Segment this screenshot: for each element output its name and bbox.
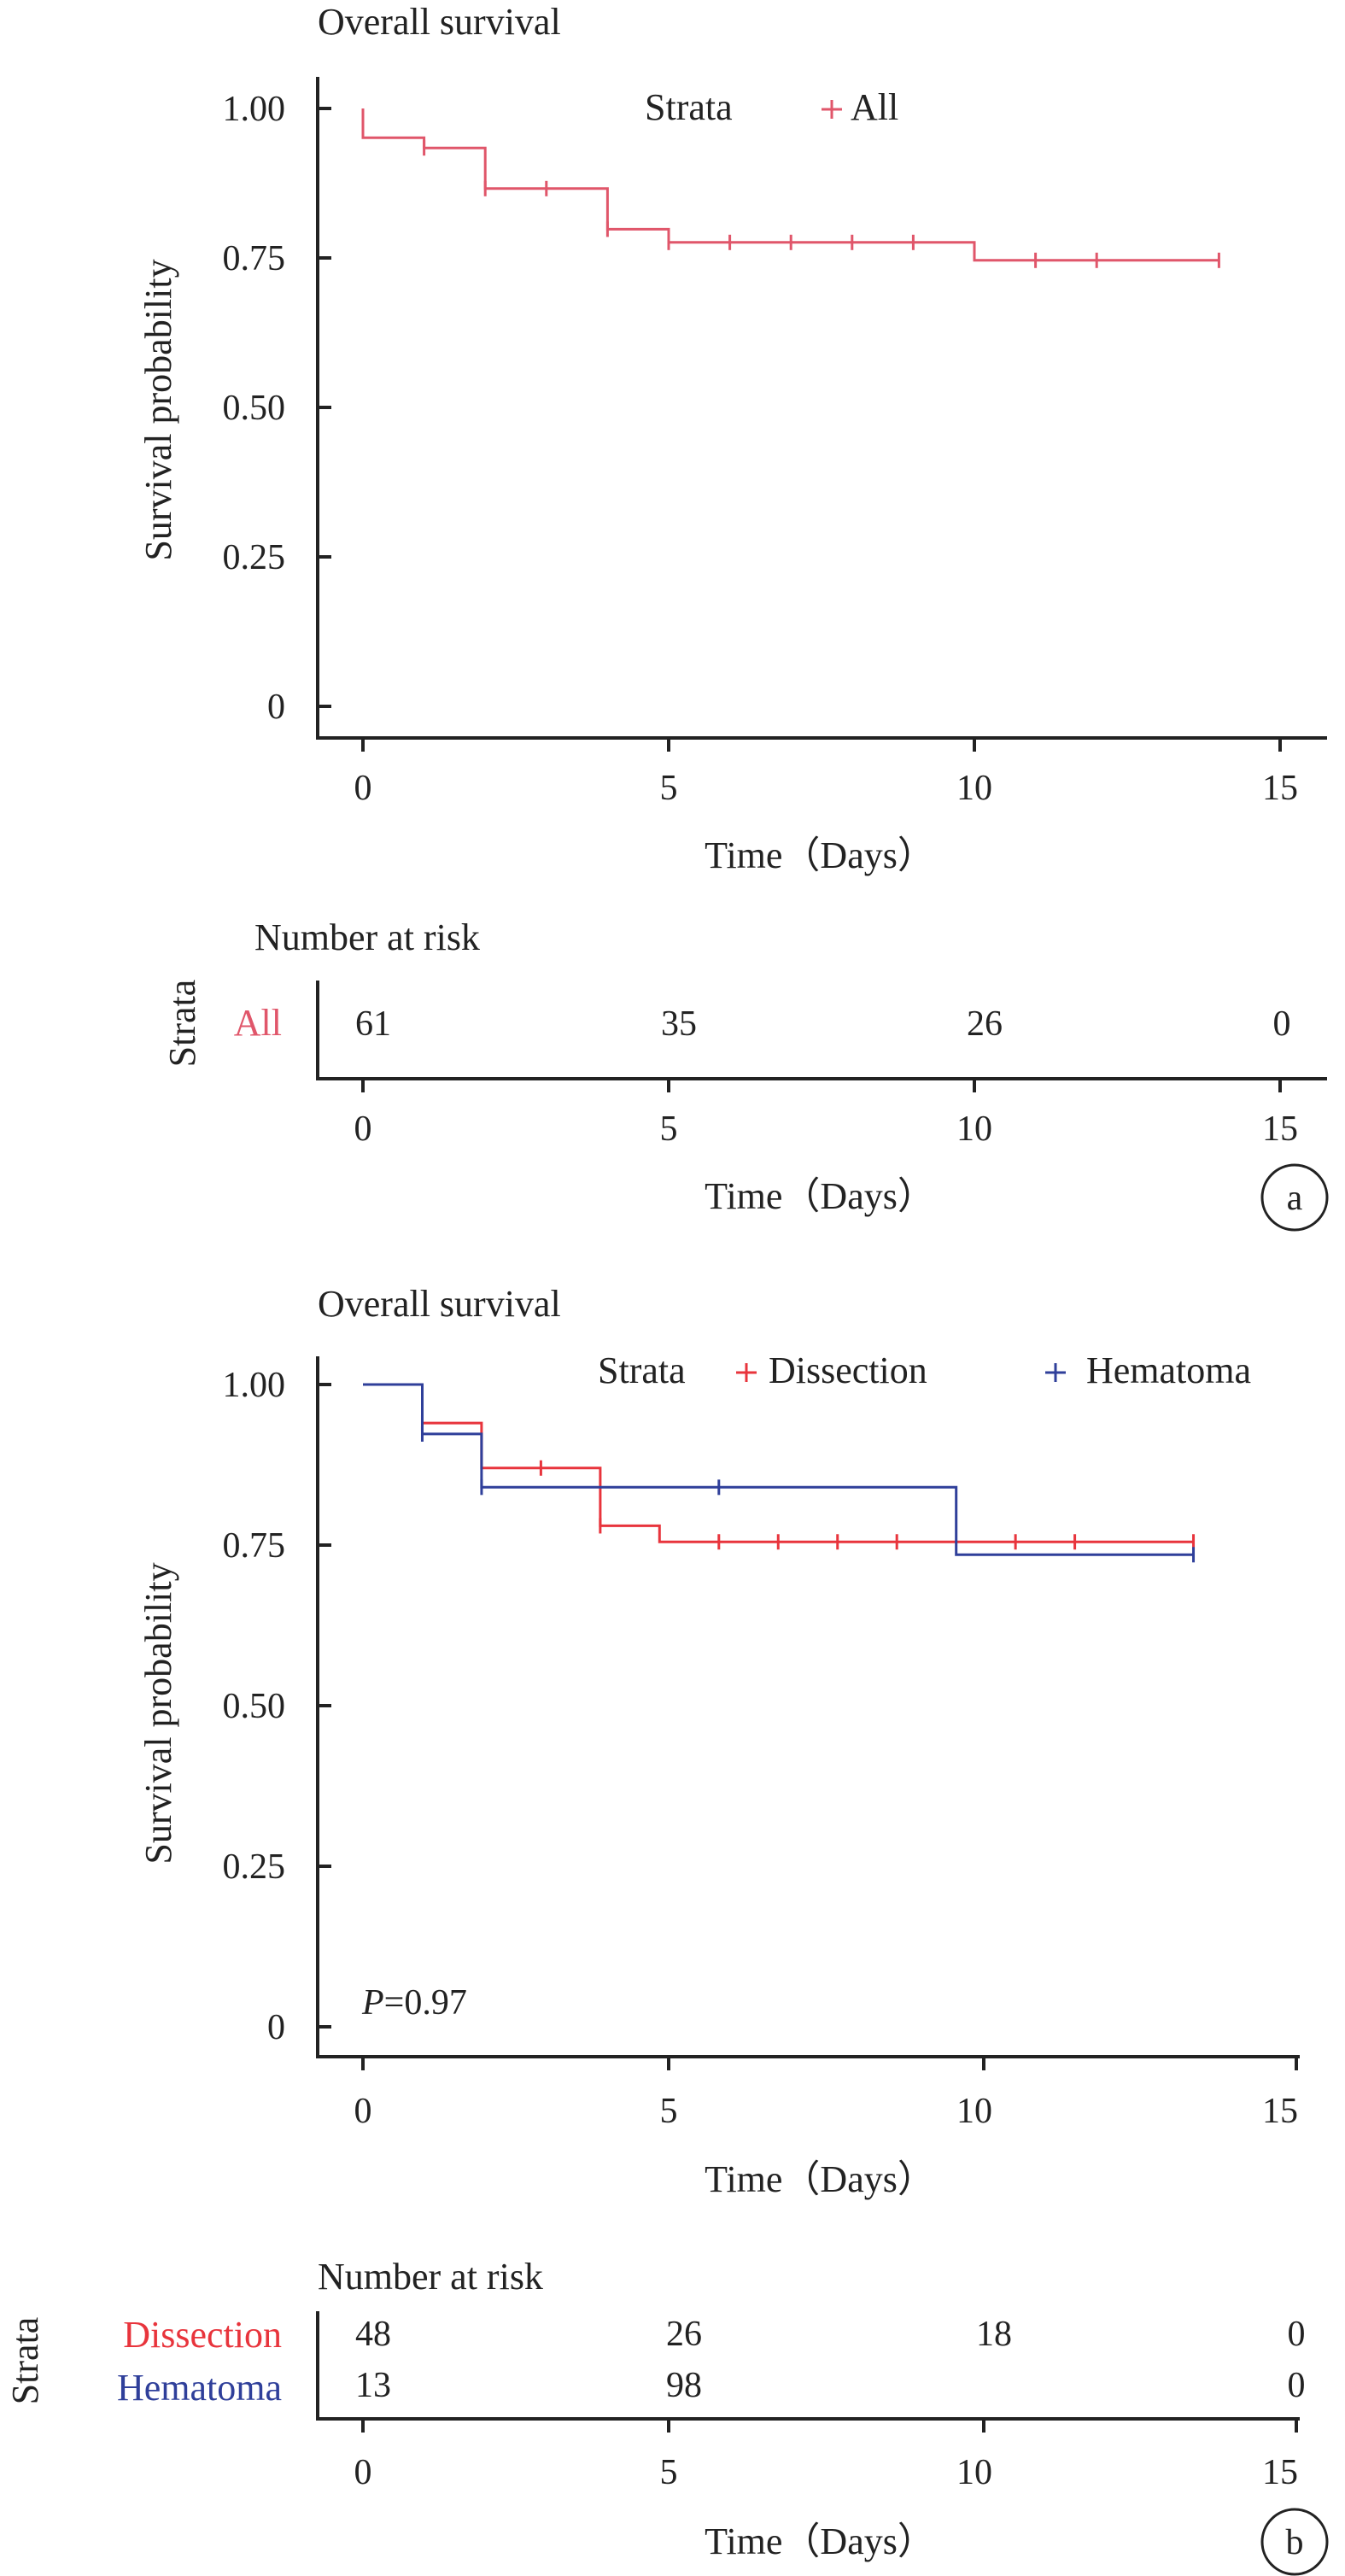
chart-b-x-tick-label: 15 <box>1262 2092 1298 2131</box>
chart-b-legend-label-dissection: Dissection <box>769 1349 927 1391</box>
chart-a-plot <box>361 108 1220 268</box>
risk-cell: 26 <box>967 1004 1003 1044</box>
risk-cell: 18 <box>976 2315 1012 2354</box>
p-value-number: =0.97 <box>384 1983 467 2023</box>
risk-table-b-strata-label: Strata <box>4 2317 46 2405</box>
chart-a-axes <box>316 77 1327 740</box>
chart-a-legend-label: All <box>851 86 898 128</box>
chart-b-y-axis-label: Survival probability <box>137 1562 179 1864</box>
risk-cell: 35 <box>661 1004 697 1044</box>
chart-b-plot <box>363 1383 1196 1563</box>
chart-a-x-axis-label: Time（Days） <box>705 834 935 876</box>
chart-a-title: Overall survival <box>318 1 561 43</box>
chart-a-x-tick-label: 15 <box>1262 769 1298 808</box>
chart-b-x-tick-label: 0 <box>354 2092 372 2131</box>
chart-a-y-tick-label: 1.00 <box>223 90 286 129</box>
risk-table-a-x-tick-label: 15 <box>1262 1109 1298 1149</box>
panel-a-badge-label: a <box>1287 1179 1303 1218</box>
chart-a-x-tick-label: 5 <box>660 769 678 808</box>
risk-cell: 0 <box>1273 1004 1291 1044</box>
risk-table-a: Number at risk Strata All 61 35 26 0 0 5… <box>161 916 1329 1232</box>
chart-a-y-tick-label: 0.50 <box>223 389 286 428</box>
risk-row-label-dissection: Dissection <box>123 2314 282 2356</box>
risk-cell: 26 <box>666 2315 702 2354</box>
chart-a-y-tick-label: 0 <box>267 688 285 727</box>
chart-a-y-tick-label: 0.75 <box>223 239 286 278</box>
risk-table-b-x-tick-label: 10 <box>956 2453 992 2492</box>
risk-cell: 0 <box>1288 2366 1306 2405</box>
chart-b-x-axis-label: Time（Days） <box>705 2158 935 2200</box>
chart-a-y-tick-label: 0.25 <box>223 538 286 577</box>
survival-curve-dissection <box>363 1383 1194 1543</box>
panel-b-badge-label: b <box>1286 2523 1304 2562</box>
chart-b-x-tick-label: 5 <box>660 2092 678 2131</box>
risk-cell: 0 <box>1288 2315 1306 2354</box>
risk-cell: 61 <box>355 1004 391 1044</box>
risk-table-a-x-tick-label: 5 <box>660 1109 678 1149</box>
chart-b-y-tick-label: 1.00 <box>223 1366 286 1405</box>
chart-b-y-tick-label: 0.75 <box>223 1526 286 1566</box>
risk-table-a-strata-label: Strata <box>161 980 203 1068</box>
chart-b-title: Overall survival <box>318 1283 561 1325</box>
chart-b-x-ticks: 0 5 10 15 <box>354 2057 1298 2131</box>
risk-cell: 98 <box>666 2366 702 2405</box>
chart-b-x-tick-label: 10 <box>956 2092 992 2131</box>
chart-a-x-tick-label: 10 <box>956 769 992 808</box>
chart-a-y-axis-label: Survival probability <box>137 259 179 560</box>
chart-b-axes <box>316 1356 1300 2058</box>
risk-table-a-title: Number at risk <box>254 916 480 958</box>
risk-cell: 13 <box>355 2366 391 2405</box>
chart-a-legend: Strata All <box>645 86 898 128</box>
risk-table-b-x-tick-label: 15 <box>1262 2453 1298 2492</box>
risk-table-a-x-tick-label: 0 <box>354 1109 372 1149</box>
risk-table-b-title: Number at risk <box>318 2256 543 2298</box>
chart-b-y-ticks: 0 0.25 0.50 0.75 1.00 <box>223 1366 331 2047</box>
chart-a-x-ticks: 0 5 10 15 <box>354 738 1298 808</box>
risk-row-label-hematoma: Hematoma <box>117 2367 282 2409</box>
risk-table-b-x-tick-label: 5 <box>660 2453 678 2492</box>
chart-b-legend-title: Strata <box>598 1349 686 1391</box>
risk-cell: 48 <box>355 2315 391 2354</box>
chart-b-y-tick-label: 0.50 <box>223 1687 286 1726</box>
chart-b-legend: Strata Dissection Hematoma <box>598 1349 1251 1391</box>
survival-curve-hematoma <box>363 1383 1194 1556</box>
risk-table-a-x-tick-label: 10 <box>956 1109 992 1149</box>
risk-table-b-x-tick-label: 0 <box>354 2453 372 2492</box>
risk-row-label-all: All <box>234 1002 282 1044</box>
chart-a-legend-title: Strata <box>645 86 733 128</box>
risk-table-b: Number at risk Strata Dissection Hematom… <box>4 2256 1329 2576</box>
chart-a-x-tick-label: 0 <box>354 769 372 808</box>
panel-b-badge <box>1260 2508 1329 2576</box>
p-value-symbol: P <box>361 1983 384 2023</box>
chart-b-p-value: P=0.97 <box>361 1983 467 2023</box>
panel-a-badge <box>1260 1163 1329 1232</box>
panel-a: Overall survival Survival probability St… <box>137 1 1329 1232</box>
panel-b: Overall survival Survival probability St… <box>4 1283 1329 2576</box>
risk-table-a-x-axis-label: Time（Days） <box>705 1175 935 1217</box>
chart-b-y-tick-label: 0.25 <box>223 1847 286 1887</box>
chart-b-y-tick-label: 0 <box>267 2008 285 2047</box>
chart-b-legend-label-hematoma: Hematoma <box>1086 1349 1251 1391</box>
risk-table-b-x-axis-label: Time（Days） <box>705 2520 935 2562</box>
chart-a-y-ticks: 0 0.25 0.50 0.75 1.00 <box>223 90 331 727</box>
survival-curve-all <box>361 108 1219 262</box>
